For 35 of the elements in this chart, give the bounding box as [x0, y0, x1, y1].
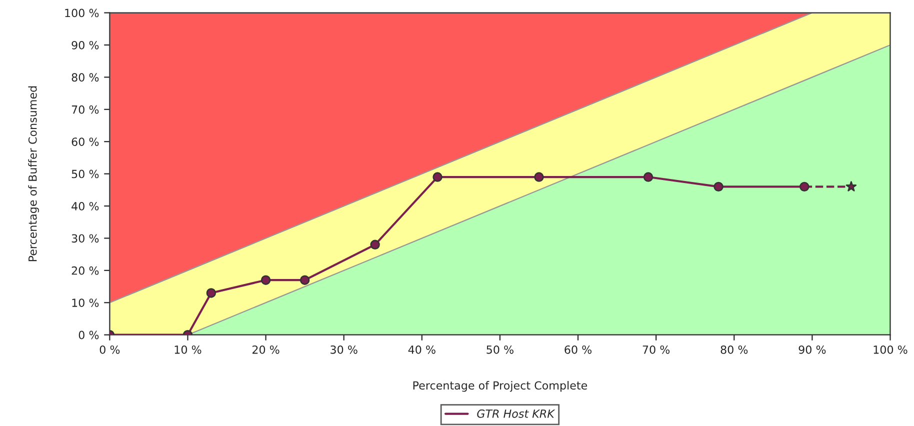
x-tick-label: 10 % [174, 345, 202, 354]
x-tick-label: 60 % [564, 345, 592, 354]
y-tick-label: 80 % [72, 73, 99, 82]
x-tick-label: 20 % [252, 345, 280, 354]
x-tick-label: 100 % [874, 345, 908, 354]
y-tick-label: 70 % [72, 105, 99, 114]
y-tick-label: 30 % [72, 234, 99, 243]
x-tick-label: 0 % [100, 345, 120, 354]
y-axis-title: Percentage of Buffer Consumed [28, 86, 39, 262]
y-tick-label: 50 % [72, 170, 99, 178]
y-tick-label: 100 % [65, 8, 99, 18]
x-tick-label: 50 % [486, 345, 514, 354]
y-tick-label: 60 % [72, 138, 99, 146]
point [846, 181, 857, 192]
y-tick-label: 40 % [72, 202, 99, 210]
point [643, 172, 654, 182]
point [432, 172, 442, 182]
y-tick-label: 20 % [72, 266, 99, 275]
point [370, 240, 380, 250]
y-tick-label: 0 % [78, 330, 99, 340]
x-tick-label: 90 % [798, 345, 826, 354]
x-tick-label: 30 % [330, 345, 358, 354]
point [534, 172, 544, 182]
y-tick-label: 10 % [72, 298, 99, 308]
point [206, 288, 216, 298]
point [300, 275, 310, 285]
x-tick-label: 70 % [642, 345, 670, 354]
x-tick-label: 40 % [408, 345, 436, 354]
x-tick-label: 80 % [720, 345, 748, 354]
point [800, 182, 810, 192]
point [714, 182, 724, 192]
x-axis-title: Percentage of Project Complete [413, 381, 588, 392]
legend-label: GTR Host KRK [477, 409, 556, 418]
y-tick-label: 90 % [72, 40, 99, 50]
point [260, 275, 271, 285]
